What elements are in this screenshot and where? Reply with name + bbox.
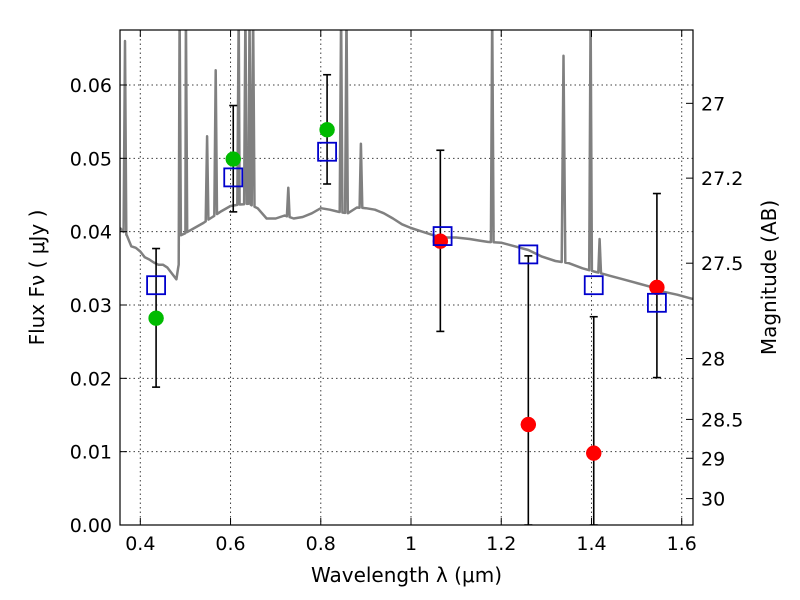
observed-upper-point: [432, 233, 449, 249]
observed-upper-point: [649, 279, 665, 296]
model-photometry-point: [223, 167, 244, 188]
model-photometry-point: [518, 244, 539, 265]
observed-detections-point: [319, 121, 335, 138]
plot-frame: [119, 29, 694, 526]
x-tick-label: 0.4: [125, 533, 155, 555]
y-tick-label: 0.06: [70, 75, 112, 97]
error-bar: [524, 255, 533, 525]
y-tick-label: 0.05: [70, 148, 112, 170]
mag-tick-label: 30: [701, 489, 725, 511]
observed-upper-point: [520, 416, 537, 433]
y-tick-label: 0.00: [70, 515, 112, 537]
grid: [120, 30, 693, 526]
x-tick-label: 1.6: [667, 533, 697, 555]
mag-tick-label: 27.2: [701, 168, 743, 190]
x-tick-label: 1: [405, 533, 417, 555]
y-tick-label: 0.03: [70, 295, 112, 317]
observed-upper-point: [585, 445, 602, 461]
y-tick-label: 0.01: [70, 442, 112, 464]
mag-tick-label: 27.5: [701, 253, 743, 275]
observed-detections-point: [225, 151, 241, 167]
x-tick-label: 0.6: [215, 533, 245, 555]
data-points-layer: [146, 121, 667, 461]
error-bar: [589, 315, 598, 525]
mag-tick-label: 27: [701, 93, 725, 115]
y-tick-label: 0.02: [70, 368, 112, 390]
sed-model-layer: [120, 30, 693, 301]
y2-axis-label: Magnitude (AB): [757, 200, 781, 355]
mag-tick-label: 29: [701, 448, 725, 470]
model-photometry-point: [432, 226, 453, 246]
axis-ticks: 0.4 0.6 0.8 1 1.2 1.4 1.6 0.00 0.01 0.02 0.03 0.04 0…: [70, 30, 743, 555]
model-photometry-point: [583, 275, 604, 296]
x-axis-label: Wavelength λ (μm): [311, 563, 502, 587]
model-photometry-point: [647, 292, 667, 313]
mag-tick-label: 28.5: [701, 409, 743, 431]
model-photometry-point: [317, 141, 337, 162]
model-photometry-point: [146, 275, 166, 296]
error-bars-layer: [152, 73, 661, 525]
mag-tick-label: 28: [701, 349, 725, 371]
x-tick-label: 1.2: [486, 533, 516, 555]
y-axis-label: Flux Fν ( μJy ): [25, 210, 49, 346]
sed-model-line: [120, 30, 693, 301]
x-tick-label: 1.4: [576, 533, 606, 555]
observed-detections-point: [148, 310, 164, 326]
x-tick-label: 0.8: [306, 533, 336, 555]
y-tick-label: 0.04: [70, 222, 112, 244]
